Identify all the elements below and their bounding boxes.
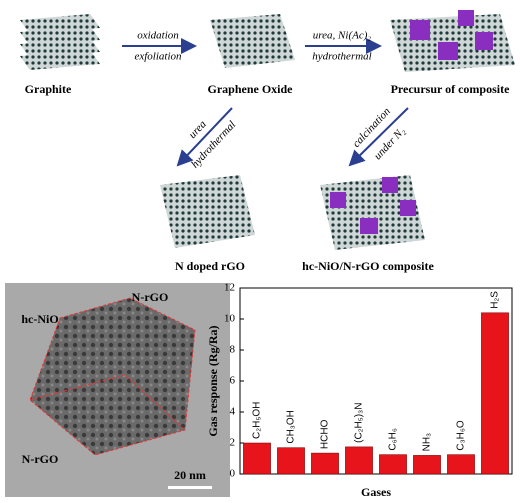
y-tick-label: 4 — [230, 406, 236, 418]
label: N doped rGO — [175, 259, 245, 273]
arrow-text: urea, Ni(Ac)₂ — [313, 30, 372, 42]
arrow-text: urea — [187, 118, 210, 141]
label: hc-NiO/N-rGO composite — [302, 259, 434, 273]
y-tick-label: 12 — [224, 282, 235, 294]
y-axis-label: Gas response (Rg/Ra) — [206, 325, 220, 436]
tem-image — [5, 283, 230, 497]
bar — [481, 312, 509, 475]
tem-label: hc-NiO — [21, 312, 58, 326]
category-label: HCHO — [320, 419, 331, 449]
graphene-oxide-sheet — [210, 14, 295, 68]
tem-label: N-rGO — [22, 452, 59, 466]
category-label: NH₃ — [422, 433, 433, 452]
category-label: (C₂H₅)₃N — [354, 403, 365, 443]
category-label: C₂H₅OH — [252, 402, 263, 439]
label: Graphite — [25, 82, 72, 96]
y-tick-label: 8 — [230, 344, 236, 356]
label: Precursur of composite — [391, 82, 511, 96]
y-tick-label: 6 — [230, 375, 236, 387]
y-tick-label: 0 — [230, 468, 236, 480]
precursor-sheet — [390, 10, 515, 72]
arrow-text: hydrothermal — [312, 51, 371, 63]
y-tick-label: 2 — [230, 437, 236, 449]
arrow-text: oxidation — [137, 30, 179, 42]
bar — [345, 446, 373, 475]
bar — [243, 442, 271, 475]
bar — [311, 452, 339, 475]
graphite-stack — [20, 14, 100, 70]
y-tick-label: 10 — [224, 313, 236, 325]
tem-label: N-rGO — [132, 290, 169, 304]
arrow-text: exfoliation — [134, 51, 182, 63]
bar — [447, 454, 475, 475]
bar — [379, 454, 407, 475]
x-axis-label: Gases — [361, 485, 391, 499]
bar — [277, 447, 305, 475]
category-label: H₂S — [490, 291, 501, 309]
category-label: CH₃OH — [286, 410, 297, 444]
category-label: C₆H₆ — [388, 428, 399, 451]
bar — [413, 455, 441, 475]
category-label: C₃H₆O — [456, 420, 467, 451]
label: Graphene Oxide — [207, 82, 293, 96]
scale-label: 20 nm — [174, 468, 206, 482]
arrows — [122, 38, 409, 167]
n-doped-sheet — [160, 175, 255, 248]
plot-frame — [239, 287, 513, 475]
composite-sheet — [320, 175, 425, 250]
